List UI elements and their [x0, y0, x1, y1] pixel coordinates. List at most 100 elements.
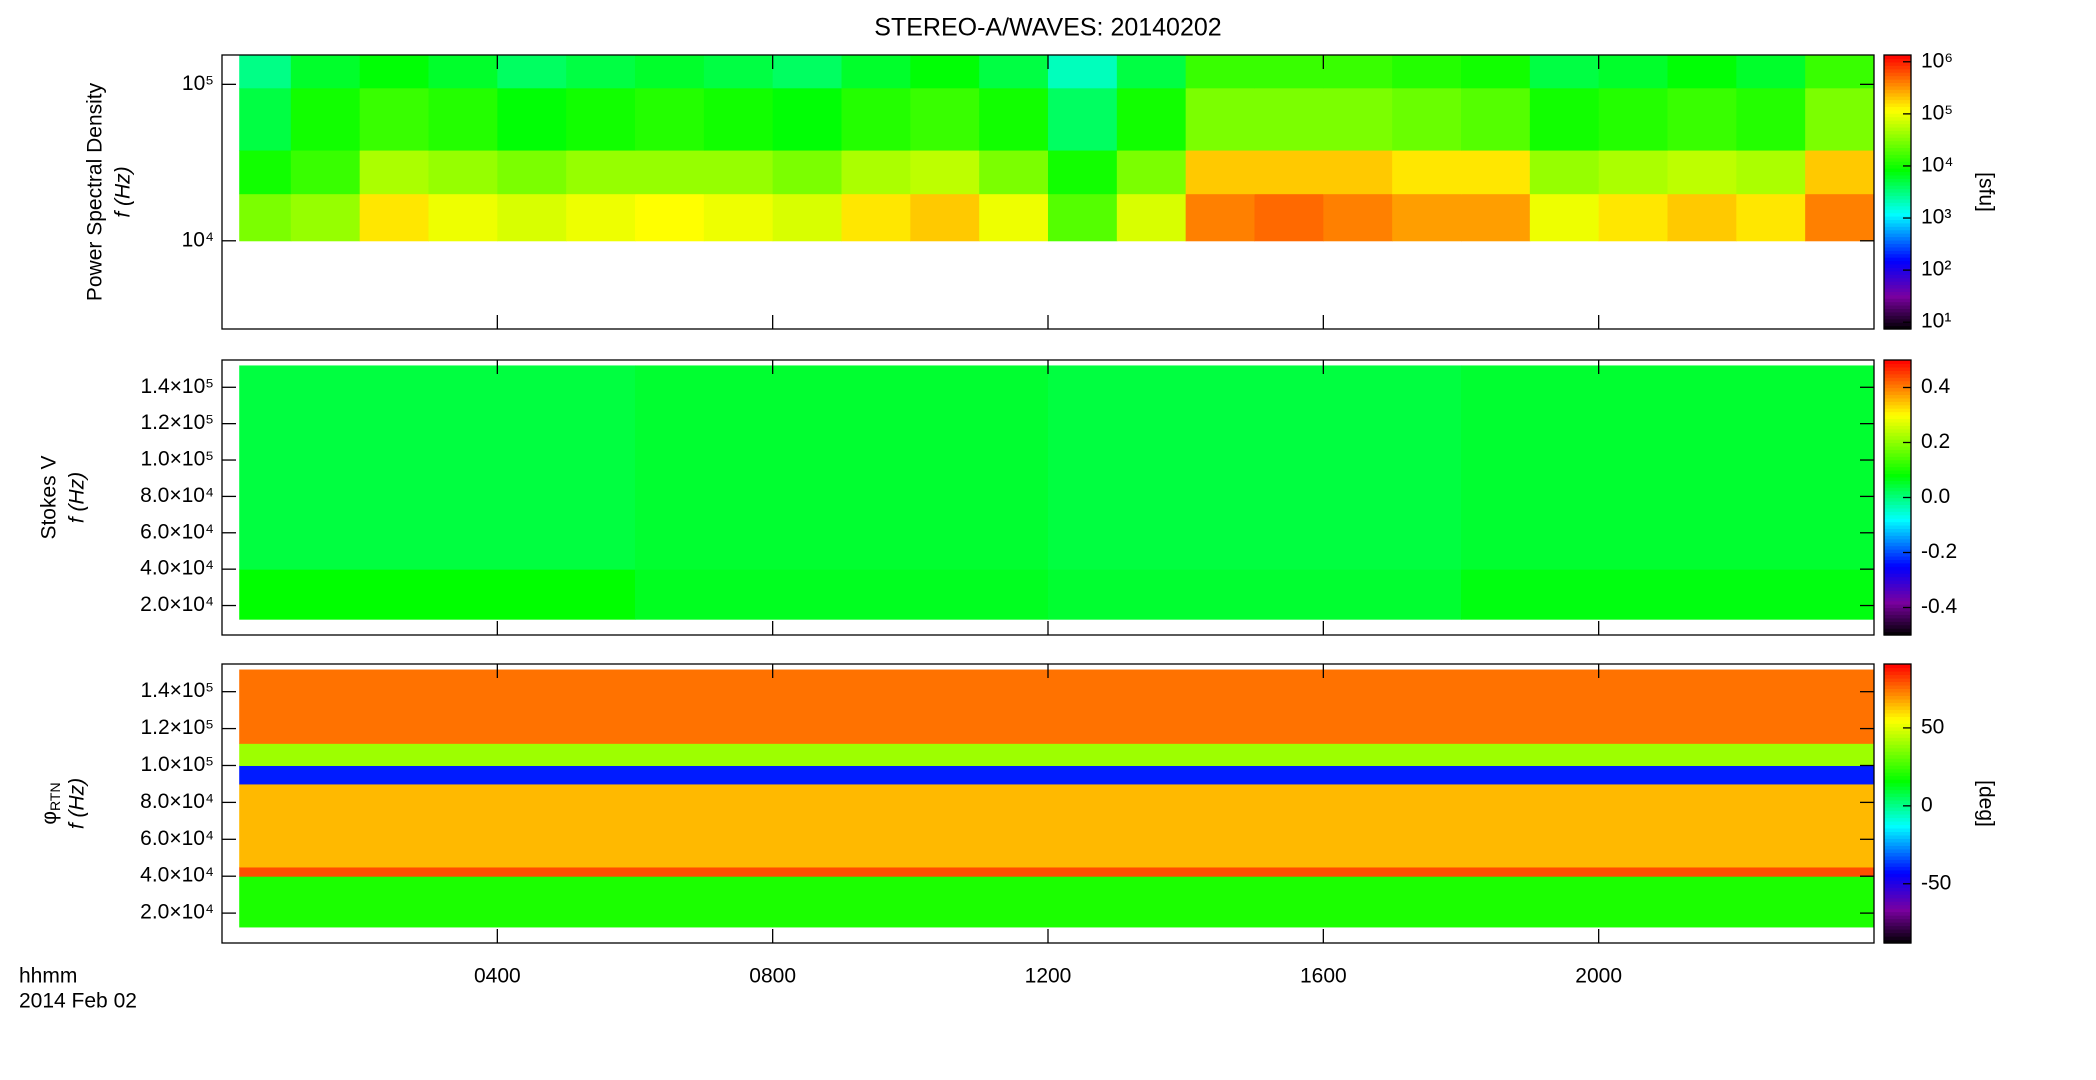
- colorbar-slice: [1884, 925, 1911, 930]
- colorbar-slice: [1884, 848, 1911, 853]
- colorbar-slice: [1884, 507, 1911, 512]
- colorbar-slice: [1884, 674, 1911, 679]
- colorbar-slice: [1884, 58, 1911, 63]
- heatmap-cell: [841, 150, 911, 195]
- colorbar-slice: [1884, 758, 1911, 763]
- colorbar-slice: [1884, 624, 1911, 629]
- heatmap-cell: [359, 87, 429, 151]
- heatmap-cell: [428, 87, 498, 151]
- colorbar-slice: [1884, 573, 1911, 578]
- y-tick-label: 1.0×10⁵: [140, 448, 214, 471]
- colorbar-slice: [1884, 786, 1911, 791]
- colorbar-slice: [1884, 796, 1911, 801]
- colorbar-slice: [1884, 113, 1911, 118]
- heatmap-cell: [1323, 193, 1393, 242]
- colorbar-slice: [1884, 161, 1911, 166]
- colorbar-slice: [1884, 65, 1911, 70]
- colorbar-slice: [1884, 250, 1911, 255]
- colorbar-tick-label: -0.2: [1921, 540, 1957, 563]
- colorbar-tick-label: 50: [1921, 715, 1944, 738]
- heatmap-cell: [1185, 193, 1255, 242]
- colorbar-slice: [1884, 869, 1911, 874]
- heatmap-cell: [1598, 55, 1668, 89]
- colorbar-slice: [1884, 137, 1911, 142]
- colorbar-slice: [1884, 705, 1911, 710]
- heatmap-cell: [1392, 150, 1462, 195]
- colorbar-slice: [1884, 490, 1911, 495]
- heatmap-cell: [772, 193, 842, 242]
- colorbar-slice: [1884, 810, 1911, 815]
- colorbar-slice: [1884, 78, 1911, 83]
- colorbar-slice: [1884, 363, 1911, 368]
- heatmap-cell: [1185, 150, 1255, 195]
- heatmap-cell: [290, 87, 361, 151]
- colorbar-slice: [1884, 459, 1911, 464]
- heatmap-cell: [910, 87, 980, 151]
- colorbar-slice: [1884, 514, 1911, 519]
- colorbar-slice: [1884, 366, 1911, 371]
- colorbar-slice: [1884, 178, 1911, 183]
- colorbar-slice: [1884, 463, 1911, 468]
- colorbar-slice: [1884, 164, 1911, 169]
- y-tick-label: 8.0×10⁴: [140, 484, 214, 507]
- colorbar-slice: [1884, 664, 1911, 669]
- colorbar-slice: [1884, 922, 1911, 927]
- heatmap-cell: [841, 193, 911, 242]
- heatmap-cell: [290, 55, 361, 89]
- heatmap-cell: [359, 150, 429, 195]
- heatmap-cell: [1254, 87, 1324, 151]
- heatmap-cell: [566, 87, 636, 151]
- colorbar-slice: [1884, 61, 1911, 66]
- colorbar-slice: [1884, 628, 1911, 633]
- heatmap-cell: [1529, 150, 1600, 195]
- colorbar-slice: [1884, 859, 1911, 864]
- y-axis-label: Power Spectral Density: [84, 82, 107, 301]
- heatmap-cell: [1392, 87, 1462, 151]
- heatmap-cell: [635, 193, 705, 242]
- heatmap-cell: [703, 55, 774, 89]
- colorbar-slice: [1884, 174, 1911, 179]
- heatmap-cell: [1048, 193, 1118, 242]
- heatmap-cell: [359, 55, 429, 89]
- colorbar-slice: [1884, 277, 1911, 282]
- colorbar-slice: [1884, 130, 1911, 135]
- colorbar-slice: [1884, 470, 1911, 475]
- colorbar-slice: [1884, 806, 1911, 812]
- y-axis-label: f (Hz): [112, 166, 135, 217]
- colorbar-slice: [1884, 425, 1911, 430]
- colorbar-slice: [1884, 72, 1911, 77]
- colorbar-slice: [1884, 545, 1911, 550]
- colorbar-slice: [1884, 562, 1911, 567]
- colorbar-slice: [1884, 267, 1911, 272]
- colorbar-slice: [1884, 838, 1911, 843]
- colorbar-slice: [1884, 144, 1911, 149]
- heatmap-cell: [239, 765, 1875, 785]
- colorbar-slice: [1884, 370, 1911, 375]
- colorbar-slice: [1884, 834, 1911, 839]
- heatmap-cell: [239, 569, 636, 620]
- colorbar-slice: [1884, 518, 1911, 523]
- colorbar-slice: [1884, 528, 1911, 533]
- heatmap-cell: [1529, 87, 1600, 151]
- colorbar-slice: [1884, 456, 1911, 461]
- colorbar-slice: [1884, 287, 1911, 292]
- colorbar-slice: [1884, 452, 1911, 457]
- heatmap-cell: [1392, 193, 1462, 242]
- heatmap-cell: [239, 365, 636, 570]
- y-tick-label: 1.2×10⁵: [140, 411, 214, 434]
- heatmap-cell: [772, 150, 842, 195]
- colorbar-slice: [1884, 236, 1911, 241]
- heatmap-cell: [703, 193, 774, 242]
- heatmap-cell: [428, 150, 498, 195]
- colorbar-slice: [1884, 483, 1911, 488]
- colorbar-slice: [1884, 542, 1911, 547]
- colorbar-slice: [1884, 775, 1911, 780]
- colorbar-slice: [1884, 772, 1911, 777]
- colorbar-slice: [1884, 695, 1911, 700]
- colorbar-slice: [1884, 253, 1911, 258]
- heatmap-cell: [635, 569, 1049, 620]
- colorbar-slice: [1884, 500, 1911, 505]
- heatmap-cell: [1461, 193, 1531, 242]
- colorbar-slice: [1884, 466, 1911, 471]
